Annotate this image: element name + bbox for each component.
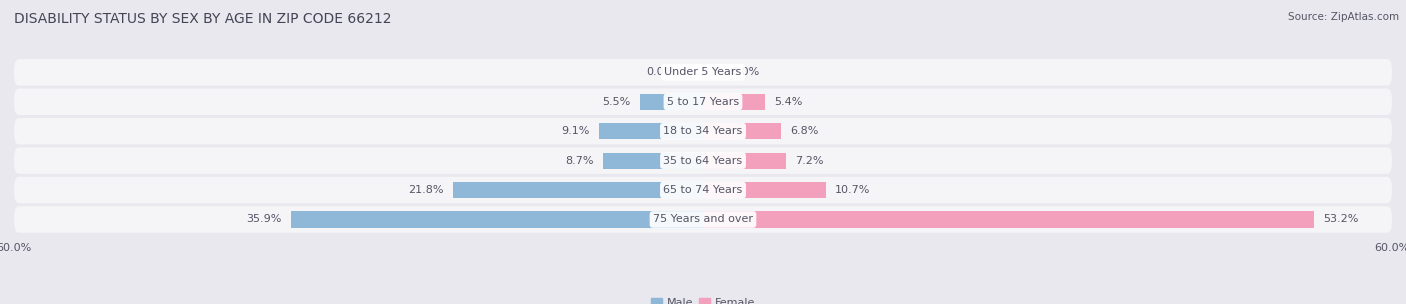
FancyBboxPatch shape <box>14 118 1392 144</box>
Text: 0.0%: 0.0% <box>731 67 761 78</box>
Text: 35.9%: 35.9% <box>246 214 281 224</box>
Text: 65 to 74 Years: 65 to 74 Years <box>664 185 742 195</box>
Text: 75 Years and over: 75 Years and over <box>652 214 754 224</box>
Bar <box>703 211 1313 228</box>
Text: 8.7%: 8.7% <box>565 156 593 166</box>
Text: Under 5 Years: Under 5 Years <box>665 67 741 78</box>
Text: 7.2%: 7.2% <box>794 156 824 166</box>
Text: DISABILITY STATUS BY SEX BY AGE IN ZIP CODE 66212: DISABILITY STATUS BY SEX BY AGE IN ZIP C… <box>14 12 391 26</box>
Bar <box>640 94 703 110</box>
Bar <box>703 153 786 169</box>
Bar <box>291 211 703 228</box>
Bar <box>599 123 703 139</box>
FancyBboxPatch shape <box>14 59 1392 86</box>
Text: 0.0%: 0.0% <box>645 67 675 78</box>
Text: 10.7%: 10.7% <box>835 185 870 195</box>
FancyBboxPatch shape <box>14 88 1392 115</box>
Text: 21.8%: 21.8% <box>408 185 443 195</box>
Text: 5 to 17 Years: 5 to 17 Years <box>666 97 740 107</box>
Text: 6.8%: 6.8% <box>790 126 818 136</box>
Bar <box>703 123 782 139</box>
Bar <box>603 153 703 169</box>
FancyBboxPatch shape <box>14 206 1392 233</box>
Text: 35 to 64 Years: 35 to 64 Years <box>664 156 742 166</box>
Text: 5.5%: 5.5% <box>602 97 631 107</box>
Legend: Male, Female: Male, Female <box>651 298 755 304</box>
FancyBboxPatch shape <box>14 177 1392 203</box>
Text: 9.1%: 9.1% <box>561 126 589 136</box>
Text: 5.4%: 5.4% <box>775 97 803 107</box>
FancyBboxPatch shape <box>14 147 1392 174</box>
Bar <box>703 94 765 110</box>
Text: 18 to 34 Years: 18 to 34 Years <box>664 126 742 136</box>
Bar <box>453 182 703 198</box>
Text: Source: ZipAtlas.com: Source: ZipAtlas.com <box>1288 12 1399 22</box>
Text: 53.2%: 53.2% <box>1323 214 1358 224</box>
Bar <box>703 182 825 198</box>
